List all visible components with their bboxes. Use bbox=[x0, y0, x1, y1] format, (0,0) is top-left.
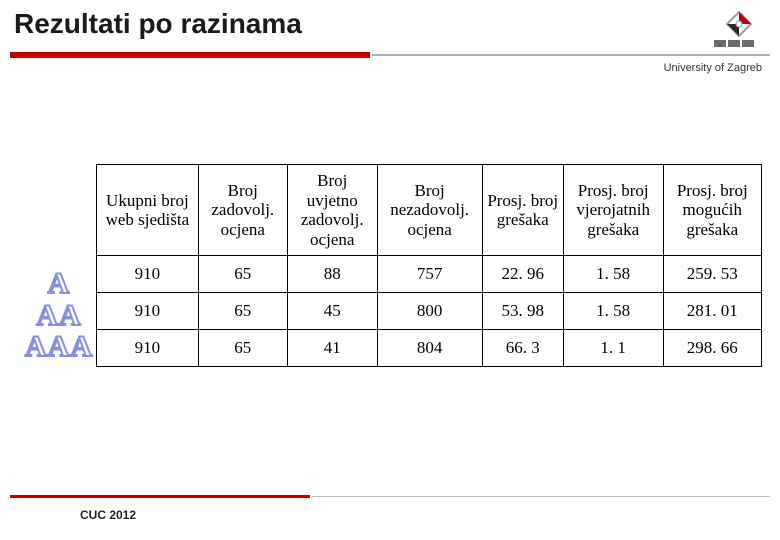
footer-red-rule bbox=[10, 495, 310, 498]
cell: 41 bbox=[287, 330, 377, 367]
cell: 910 bbox=[97, 256, 199, 293]
header-gray-rule bbox=[372, 54, 770, 56]
page-title: Rezultati po razinama bbox=[14, 8, 766, 40]
cell: 281. 01 bbox=[663, 293, 761, 330]
results-table: Ukupni broj web sjedišta Broj zadovolj. … bbox=[96, 164, 762, 367]
cell: 1. 58 bbox=[563, 293, 663, 330]
cell: 65 bbox=[198, 293, 287, 330]
level-labels: A AA AAA bbox=[20, 268, 98, 363]
cell: 259. 53 bbox=[663, 256, 761, 293]
level-aaa: AAA bbox=[25, 330, 93, 363]
fer-logo bbox=[712, 10, 766, 50]
cell: 65 bbox=[198, 330, 287, 367]
table-row: 910 65 45 800 53. 98 1. 58 281. 01 bbox=[97, 293, 762, 330]
cell: 298. 66 bbox=[663, 330, 761, 367]
cell: 22. 96 bbox=[482, 256, 563, 293]
col-header: Prosj. broj grešaka bbox=[482, 165, 563, 256]
header-subtitle: University of Zagreb bbox=[664, 62, 762, 74]
col-header: Prosj. broj vjerojatnih grešaka bbox=[563, 165, 663, 256]
cell: 1. 1 bbox=[563, 330, 663, 367]
results-table-wrap: Ukupni broj web sjedišta Broj zadovolj. … bbox=[96, 164, 762, 367]
cell: 65 bbox=[198, 256, 287, 293]
level-a: A bbox=[48, 267, 71, 300]
footer-text: CUC 2012 bbox=[80, 508, 136, 522]
cell: 910 bbox=[97, 293, 199, 330]
cell: 800 bbox=[377, 293, 482, 330]
col-header: Broj nezadovolj. ocjena bbox=[377, 165, 482, 256]
cell: 804 bbox=[377, 330, 482, 367]
table-row: 910 65 41 804 66. 3 1. 1 298. 66 bbox=[97, 330, 762, 367]
cell: 66. 3 bbox=[482, 330, 563, 367]
cell: 910 bbox=[97, 330, 199, 367]
col-header: Broj zadovolj. ocjena bbox=[198, 165, 287, 256]
cell: 53. 98 bbox=[482, 293, 563, 330]
footer-gray-rule bbox=[312, 496, 770, 497]
col-header: Broj uvjetno zadovolj. ocjena bbox=[287, 165, 377, 256]
level-aa: AA bbox=[36, 299, 81, 332]
col-header: Ukupni broj web sjedišta bbox=[97, 165, 199, 256]
table-row: 910 65 88 757 22. 96 1. 58 259. 53 bbox=[97, 256, 762, 293]
slide: Rezultati po razinama University of Zagr… bbox=[0, 0, 780, 540]
table-header-row: Ukupni broj web sjedišta Broj zadovolj. … bbox=[97, 165, 762, 256]
header-red-rule bbox=[10, 52, 370, 58]
col-header: Prosj. broj mogućih grešaka bbox=[663, 165, 761, 256]
cell: 1. 58 bbox=[563, 256, 663, 293]
cell: 45 bbox=[287, 293, 377, 330]
cell: 88 bbox=[287, 256, 377, 293]
cell: 757 bbox=[377, 256, 482, 293]
